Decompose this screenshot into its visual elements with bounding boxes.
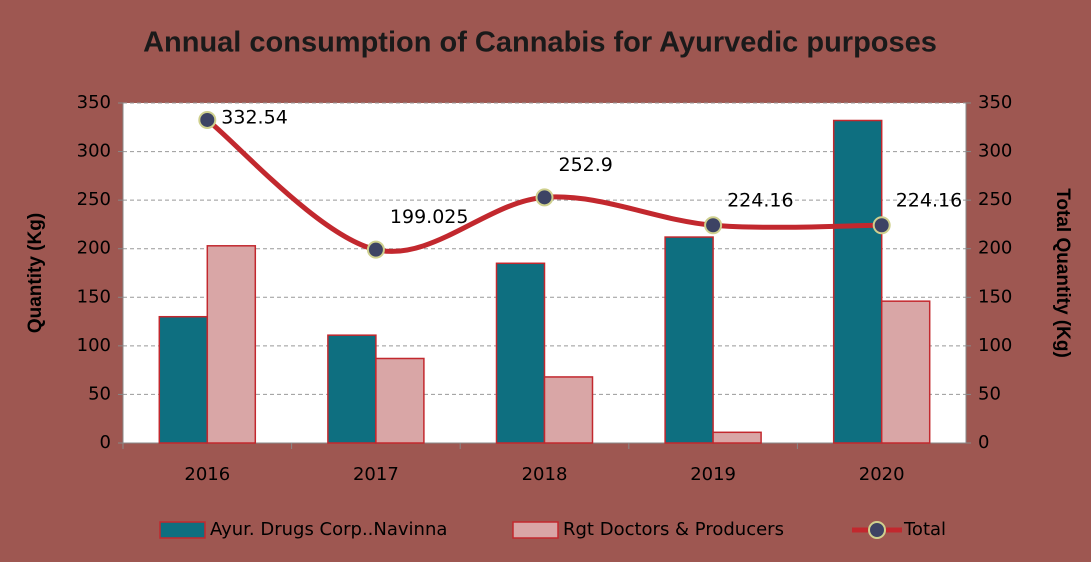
y-tick-label: 100 bbox=[77, 335, 111, 356]
legend-label: Rgt Doctors & Producers bbox=[563, 519, 784, 540]
marker bbox=[366, 240, 385, 259]
data-label: 199.025 bbox=[390, 206, 469, 228]
y-tick-label: 50 bbox=[88, 383, 111, 404]
bar bbox=[327, 334, 377, 444]
y2-tick-label: 100 bbox=[978, 335, 1012, 356]
bar bbox=[158, 315, 209, 444]
y2-tick-label: 50 bbox=[978, 383, 1001, 404]
y-tick-label: 200 bbox=[77, 238, 111, 259]
y2-tick-label: 200 bbox=[978, 238, 1012, 259]
y-tick-label: 350 bbox=[77, 92, 111, 113]
bar bbox=[880, 300, 931, 444]
data-label: 252.9 bbox=[559, 154, 613, 176]
legend-label: Ayur. Drugs Corp..Navinna bbox=[210, 519, 447, 540]
data-label: 224.16 bbox=[896, 190, 962, 212]
y2-tick-label: 0 bbox=[978, 432, 989, 453]
y-tick-label: 150 bbox=[77, 286, 111, 307]
legend-label: Total bbox=[903, 519, 946, 540]
chart-title: Annual consumption of Cannabis for Ayurv… bbox=[143, 27, 937, 59]
x-tick-label: 2020 bbox=[859, 464, 905, 485]
y2-tick-label: 350 bbox=[978, 92, 1012, 113]
bar bbox=[375, 357, 425, 444]
legend-swatch bbox=[512, 521, 559, 539]
y2-axis-title: Total Quantity (Kg) bbox=[1052, 188, 1073, 358]
y-tick-label: 0 bbox=[100, 432, 111, 453]
data-label: 224.16 bbox=[727, 190, 793, 212]
legend-marker bbox=[868, 521, 886, 539]
y-axis-title: Quantity (Kg) bbox=[25, 213, 46, 333]
x-tick-label: 2016 bbox=[184, 464, 230, 485]
marker bbox=[704, 216, 723, 235]
y-tick-label: 250 bbox=[77, 189, 111, 210]
legend-swatch bbox=[159, 521, 206, 539]
x-tick-label: 2019 bbox=[690, 464, 736, 485]
y2-tick-label: 300 bbox=[978, 141, 1012, 162]
x-tick-label: 2017 bbox=[353, 464, 399, 485]
bar bbox=[832, 119, 883, 444]
bar bbox=[664, 236, 714, 444]
y2-tick-label: 150 bbox=[978, 286, 1012, 307]
data-label: 332.54 bbox=[221, 106, 287, 128]
y-tick-label: 300 bbox=[77, 141, 111, 162]
marker bbox=[198, 110, 217, 129]
bar bbox=[712, 431, 762, 444]
marker bbox=[872, 216, 891, 235]
bar bbox=[495, 262, 546, 444]
x-tick-label: 2018 bbox=[522, 464, 568, 485]
bar bbox=[206, 245, 257, 444]
bar bbox=[543, 376, 594, 444]
marker bbox=[535, 188, 554, 207]
y2-tick-label: 250 bbox=[978, 189, 1012, 210]
